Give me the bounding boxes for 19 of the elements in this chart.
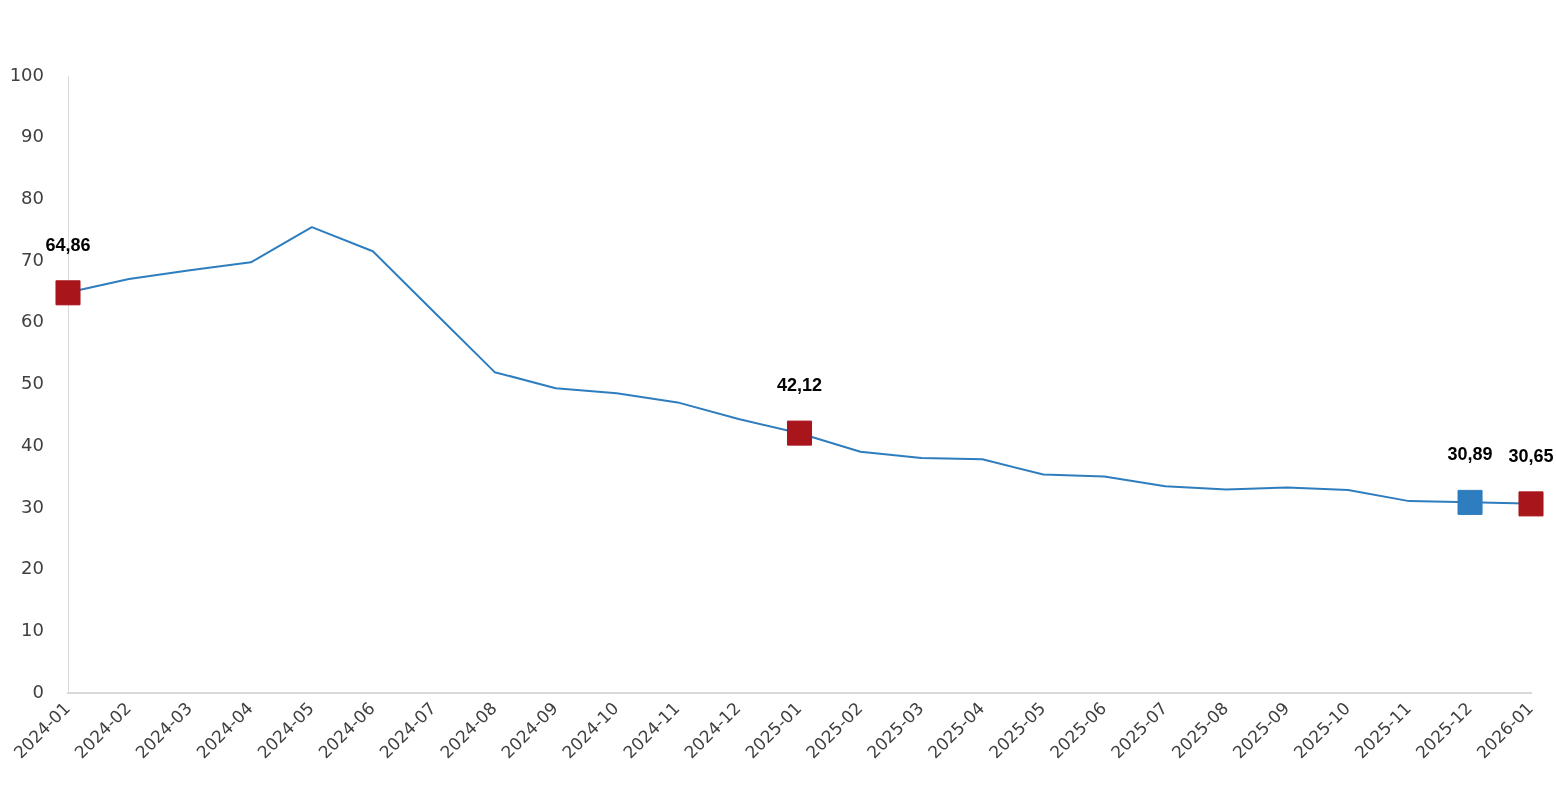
y-tick-label: 70 <box>21 248 44 270</box>
data-label: 42,12 <box>776 375 823 396</box>
data-label: 30,65 <box>1508 445 1554 466</box>
y-tick-label: 90 <box>21 125 44 147</box>
point <box>55 280 81 306</box>
y-tick-label: 60 <box>21 310 44 332</box>
y-tick-label: 100 <box>9 63 44 85</box>
y-tick-label: 20 <box>21 557 44 579</box>
point <box>1518 491 1544 517</box>
y-tick-label: 0 <box>32 680 44 702</box>
data-label: 30,89 <box>1447 444 1493 465</box>
y-tick-label: 80 <box>21 187 44 209</box>
y-tick-label: 30 <box>21 495 44 517</box>
y-tick-label: 50 <box>21 372 44 394</box>
y-tick-label: 10 <box>21 618 44 640</box>
data-label: 64,86 <box>45 234 91 255</box>
point <box>1457 489 1483 515</box>
y-tick-label: 40 <box>21 433 44 455</box>
point <box>786 420 813 446</box>
